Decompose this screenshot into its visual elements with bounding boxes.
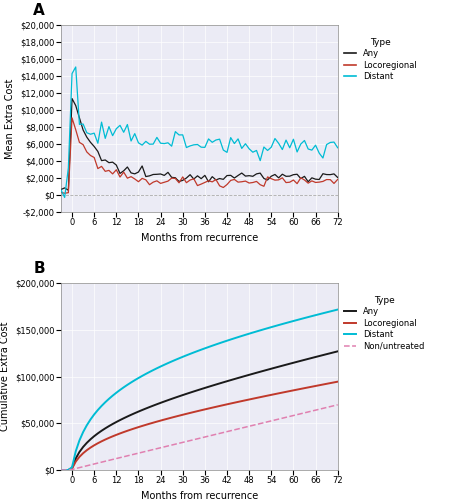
Legend: Any, Locoregional, Distant, Non/untreated: Any, Locoregional, Distant, Non/untreate… xyxy=(340,292,428,354)
Text: A: A xyxy=(33,2,45,18)
Y-axis label: Cumulative Extra Cost: Cumulative Extra Cost xyxy=(0,322,10,432)
Legend: Any, Locoregional, Distant: Any, Locoregional, Distant xyxy=(340,34,420,84)
Y-axis label: Mean Extra Cost: Mean Extra Cost xyxy=(5,78,15,158)
X-axis label: Months from recurrence: Months from recurrence xyxy=(141,233,258,243)
Text: B: B xyxy=(33,260,45,276)
X-axis label: Months from recurrence: Months from recurrence xyxy=(141,491,258,500)
